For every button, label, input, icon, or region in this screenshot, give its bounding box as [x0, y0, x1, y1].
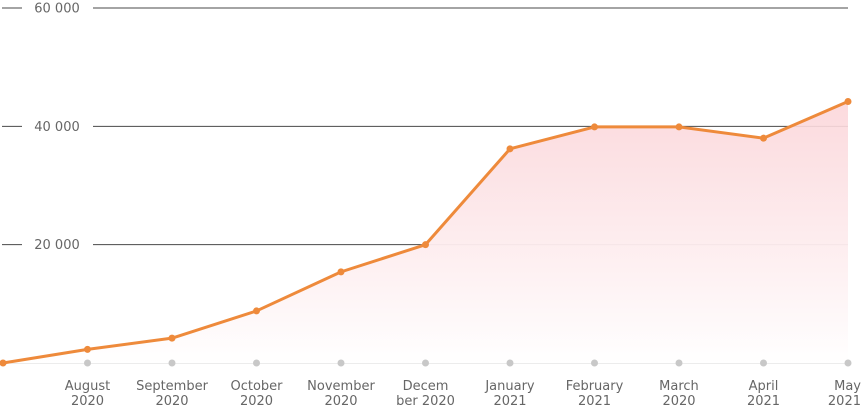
data-point[interactable] [760, 134, 767, 142]
x-tick-label: February 2021 [566, 379, 624, 409]
data-point[interactable] [168, 334, 176, 342]
x-tick-dot [253, 359, 260, 367]
data-point[interactable] [422, 241, 429, 249]
y-tick-label: 40 000 [34, 120, 80, 135]
data-point[interactable] [0, 359, 7, 367]
x-tick-label: October 2020 [230, 379, 283, 409]
data-point[interactable] [253, 307, 260, 315]
x-tick-label: August 2020 [65, 379, 111, 409]
data-point[interactable] [337, 268, 345, 276]
data-point[interactable] [506, 145, 514, 153]
x-tick-dot [84, 359, 91, 367]
x-tick-label: January 2021 [484, 379, 535, 409]
x-tick-label: November 2020 [307, 379, 375, 409]
area-layer [3, 101, 848, 363]
x-tick-dot [591, 359, 598, 367]
data-point[interactable] [844, 97, 852, 105]
series-area [3, 101, 848, 363]
x-tick-dot [675, 359, 683, 367]
x-tick-dot [422, 359, 429, 367]
x-tick-label: Decem ber 2020 [396, 379, 455, 409]
x-tick-label: May 2021 [828, 379, 861, 409]
data-point[interactable] [84, 345, 91, 353]
x-tick-dot [506, 359, 514, 367]
y-tick-label: 60 000 [34, 2, 80, 17]
x-tick-dot [760, 359, 767, 367]
x-tick-dot [168, 359, 176, 367]
x-tick-dot [844, 359, 852, 367]
x-tick-label: March 2020 [659, 379, 699, 409]
x-tick-label: April 2021 [747, 379, 780, 409]
data-point[interactable] [591, 123, 598, 131]
x-tick-dot [337, 359, 345, 367]
point-layer [0, 97, 852, 367]
y-tick-label: 20 000 [34, 238, 80, 253]
data-point[interactable] [675, 123, 683, 131]
x-tick-label: September 2020 [136, 379, 209, 409]
